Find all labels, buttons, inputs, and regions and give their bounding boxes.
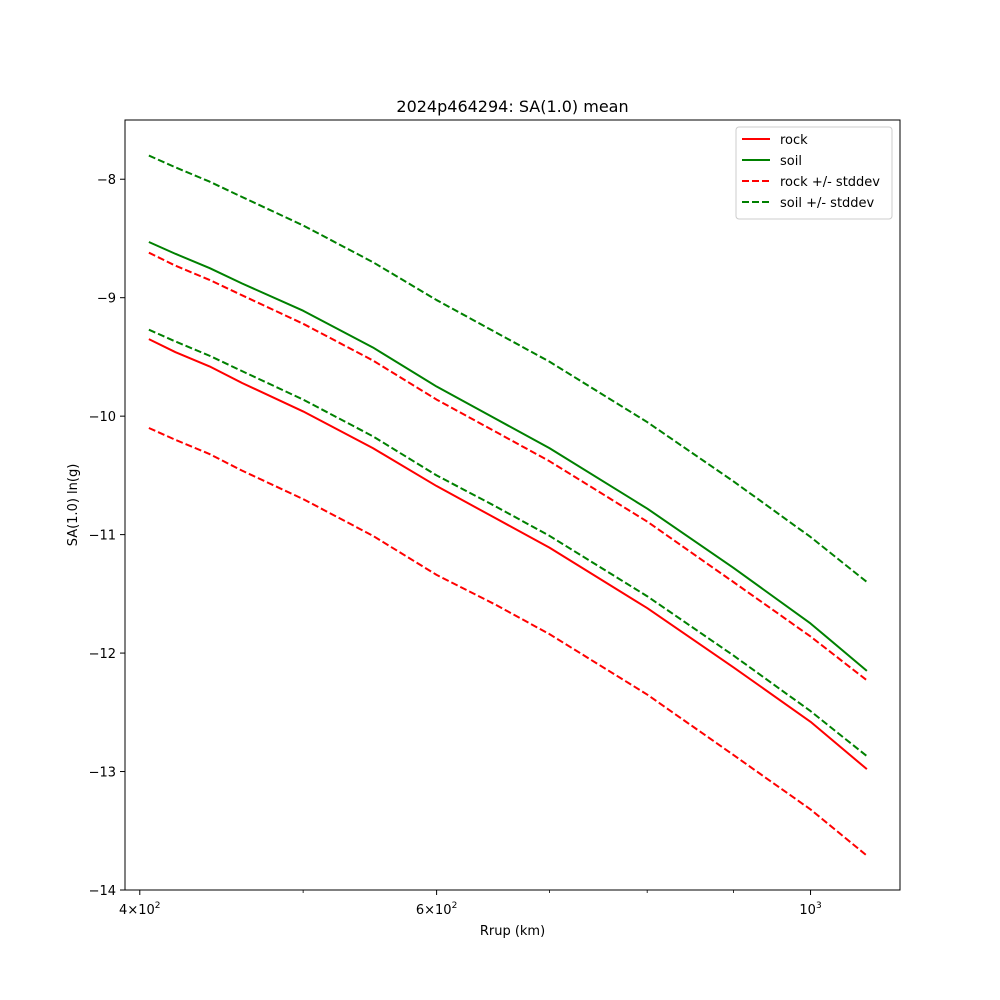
- legend-label: soil +/- stddev: [780, 196, 875, 211]
- x-axis: 4×102 6×102 103: [119, 890, 822, 918]
- plot-frame: [124, 119, 901, 891]
- y-tick-label: −10: [89, 410, 116, 425]
- series-line-2: [148, 251, 868, 682]
- chart-title: 2024p464294: SA(1.0) mean: [396, 97, 628, 116]
- legend-label: rock +/- stddev: [780, 175, 880, 190]
- y-axis-label: SA(1.0) ln(g): [66, 464, 81, 547]
- series-line-4: [148, 154, 868, 583]
- y-tick-label: −11: [89, 529, 116, 544]
- x-tick-label: 4×102: [119, 901, 160, 918]
- y-tick-label: −9: [97, 292, 116, 307]
- x-tick-label: 103: [799, 901, 821, 918]
- x-tick-label: 6×102: [416, 901, 457, 918]
- legend: rock soil rock +/- stddev soil +/- stddev: [735, 126, 893, 220]
- y-tick-label: −8: [97, 173, 116, 188]
- y-tick-label: −13: [89, 766, 116, 781]
- legend-box: [735, 126, 893, 220]
- series-line-5: [148, 328, 868, 757]
- y-tick-label: −12: [89, 647, 116, 662]
- series-line-0: [148, 338, 868, 770]
- series-layer: [148, 154, 868, 857]
- legend-label: soil: [780, 154, 802, 169]
- y-tick-label: −14: [89, 884, 116, 899]
- series-line-1: [148, 241, 868, 672]
- y-axis: −8 −9 −10 −11 −12 −13 −14: [89, 173, 125, 899]
- series-line-3: [148, 427, 868, 857]
- x-axis-label: Rrup (km): [480, 924, 545, 939]
- legend-label: rock: [780, 133, 808, 148]
